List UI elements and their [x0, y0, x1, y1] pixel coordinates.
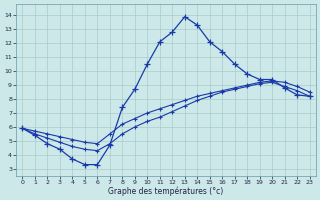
X-axis label: Graphe des températures (°c): Graphe des températures (°c): [108, 186, 224, 196]
